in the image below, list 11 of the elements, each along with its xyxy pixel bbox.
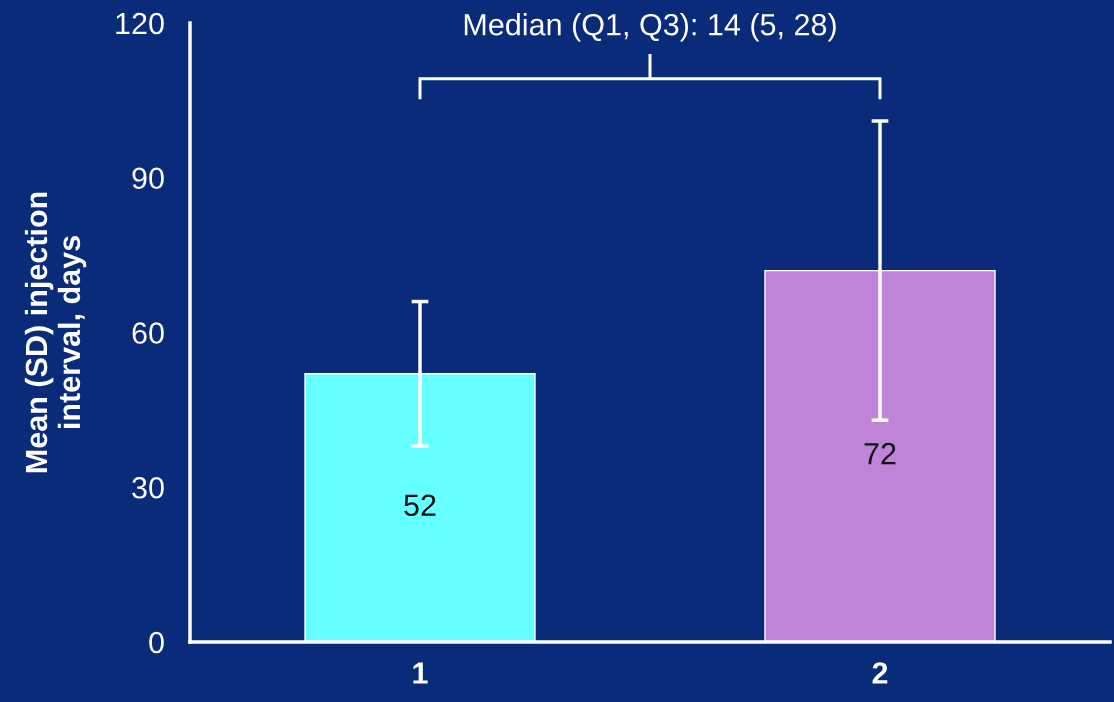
data-label: 52 [404,494,436,517]
y-tick-label: 90 [132,167,164,190]
annotation: Median (Q1, Q3): 14 (5, 28) [464,13,836,42]
y-tick-label: 60 [132,322,164,344]
y-tick-label: 30 [132,476,164,499]
y-axis-title: Mean (SD) injection interval, days [24,192,87,473]
y-tick-label: 0 [149,631,164,654]
x-tick-label: 1 [413,662,428,684]
data-label: 72 [864,442,896,465]
x-tick-label: 2 [872,662,888,684]
y-tick-label: 120 [116,12,164,35]
